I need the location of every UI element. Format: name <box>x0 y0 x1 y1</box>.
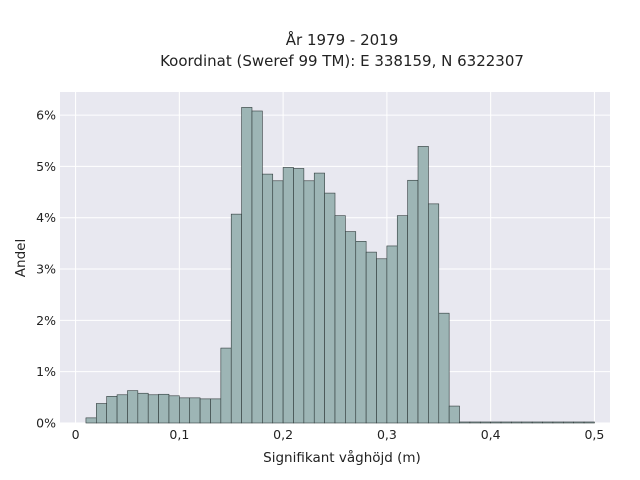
histogram-bar-23 <box>313 172 325 424</box>
histogram-bar-25 <box>334 215 346 424</box>
histogram-bar-48 <box>573 421 585 424</box>
x-tick-label-5: 0,5 <box>584 427 604 442</box>
histogram-bar-33 <box>417 146 429 424</box>
histogram-bar-19 <box>272 180 284 424</box>
histogram-bar-24 <box>324 192 336 424</box>
histogram-bar-15 <box>230 213 242 424</box>
x-tick-label-3: 0,3 <box>377 427 397 442</box>
y-tick-label-0: 0% <box>36 416 56 431</box>
histogram-bar-32 <box>407 179 419 424</box>
histogram-bar-3 <box>106 396 118 424</box>
y-tick-label-6: 6% <box>36 108 56 123</box>
histogram-bar-16 <box>241 107 253 424</box>
y-tick-label-3: 3% <box>36 262 56 277</box>
histogram-bars <box>85 107 595 424</box>
y-tick-label-1: 1% <box>36 364 56 379</box>
histogram-bar-21 <box>293 168 305 424</box>
y-tick-label-5: 5% <box>36 159 56 174</box>
histogram-bar-49 <box>583 421 595 424</box>
histogram-bar-26 <box>345 231 357 424</box>
x-axis-ticks: 0 0,1 0,2 0,3 0,4 0,5 <box>72 427 605 442</box>
histogram-bar-43 <box>521 421 533 424</box>
histogram-bar-12 <box>199 398 211 424</box>
histogram-bar-28 <box>365 251 377 424</box>
histogram-bar-36 <box>448 405 460 424</box>
histogram-bar-1 <box>85 417 97 424</box>
histogram-bar-46 <box>552 421 564 424</box>
histogram-bar-14 <box>220 347 232 424</box>
histogram-bar-41 <box>500 421 512 424</box>
histogram-bar-34 <box>428 203 440 424</box>
histogram-bar-22 <box>303 180 315 424</box>
histogram-bar-29 <box>376 258 388 424</box>
histogram-bar-18 <box>262 173 274 424</box>
histogram-bar-35 <box>438 312 450 424</box>
histogram-bar-5 <box>127 390 139 424</box>
y-axis-ticks: 0% 1% 2% 3% 4% 5% 6% <box>36 108 56 431</box>
y-tick-label-4: 4% <box>36 210 56 225</box>
histogram-bar-42 <box>511 421 523 424</box>
y-axis-label: Andel <box>13 239 29 277</box>
x-tick-label-2: 0,2 <box>273 427 293 442</box>
histogram-bar-38 <box>469 421 481 424</box>
histogram-bar-30 <box>386 245 398 424</box>
histogram-bar-44 <box>531 421 543 424</box>
histogram-bar-31 <box>396 215 408 424</box>
histogram-bar-27 <box>355 241 367 424</box>
histogram-bar-2 <box>96 403 107 424</box>
x-axis-label: Signifikant våghöjd (m) <box>263 449 421 466</box>
histogram-bar-8 <box>158 393 170 424</box>
chart-title-line1: År 1979 - 2019 <box>286 30 399 49</box>
x-tick-label-0: 0 <box>72 427 80 442</box>
histogram-bar-37 <box>459 421 471 424</box>
histogram-bar-7 <box>147 394 159 424</box>
x-tick-label-1: 0,1 <box>169 427 189 442</box>
histogram-bar-40 <box>490 421 502 424</box>
histogram-bar-11 <box>189 397 201 424</box>
y-tick-label-2: 2% <box>36 313 56 328</box>
histogram-bar-45 <box>542 421 554 424</box>
histogram-bar-10 <box>179 397 191 424</box>
histogram-bar-9 <box>168 395 180 424</box>
x-tick-label-4: 0,4 <box>481 427 501 442</box>
histogram-bar-6 <box>137 392 149 424</box>
histogram-bar-20 <box>282 167 294 424</box>
histogram-bar-4 <box>116 394 128 424</box>
histogram-bar-47 <box>563 421 574 424</box>
histogram-bar-17 <box>251 110 263 424</box>
chart-title-line2: Koordinat (Sweref 99 TM): E 338159, N 63… <box>160 52 524 70</box>
histogram-bar-13 <box>210 398 222 424</box>
histogram-bar-39 <box>479 421 491 424</box>
